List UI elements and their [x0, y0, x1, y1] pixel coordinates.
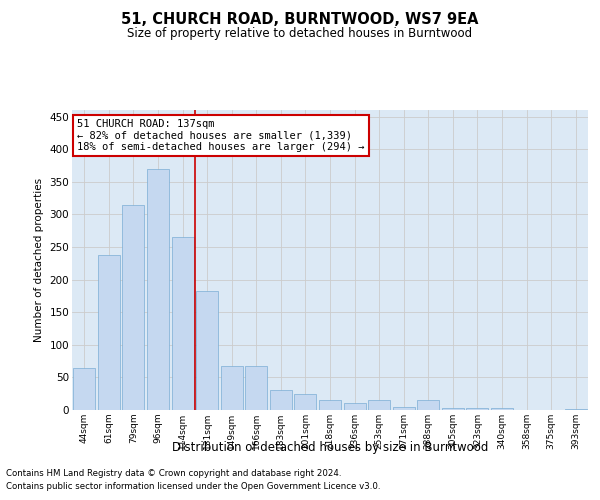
Text: Size of property relative to detached houses in Burntwood: Size of property relative to detached ho… — [127, 28, 473, 40]
Bar — [442, 408, 464, 410]
Bar — [392, 406, 415, 410]
Bar — [270, 390, 292, 410]
Bar — [172, 237, 194, 410]
Text: 51, CHURCH ROAD, BURNTWOOD, WS7 9EA: 51, CHURCH ROAD, BURNTWOOD, WS7 9EA — [121, 12, 479, 28]
Text: Contains HM Land Registry data © Crown copyright and database right 2024.: Contains HM Land Registry data © Crown c… — [6, 468, 341, 477]
Bar — [295, 394, 316, 410]
Bar — [466, 408, 488, 410]
Bar — [344, 404, 365, 410]
Bar — [122, 204, 145, 410]
Text: 51 CHURCH ROAD: 137sqm
← 82% of detached houses are smaller (1,339)
18% of semi-: 51 CHURCH ROAD: 137sqm ← 82% of detached… — [77, 119, 365, 152]
Bar — [491, 408, 513, 410]
Bar — [319, 400, 341, 410]
Bar — [565, 408, 587, 410]
Bar — [221, 366, 243, 410]
Text: Distribution of detached houses by size in Burntwood: Distribution of detached houses by size … — [172, 441, 488, 454]
Bar — [98, 256, 120, 410]
Bar — [245, 366, 268, 410]
Bar — [417, 400, 439, 410]
Bar — [368, 400, 390, 410]
Text: Contains public sector information licensed under the Open Government Licence v3: Contains public sector information licen… — [6, 482, 380, 491]
Bar — [147, 168, 169, 410]
Y-axis label: Number of detached properties: Number of detached properties — [34, 178, 44, 342]
Bar — [73, 368, 95, 410]
Bar — [196, 290, 218, 410]
